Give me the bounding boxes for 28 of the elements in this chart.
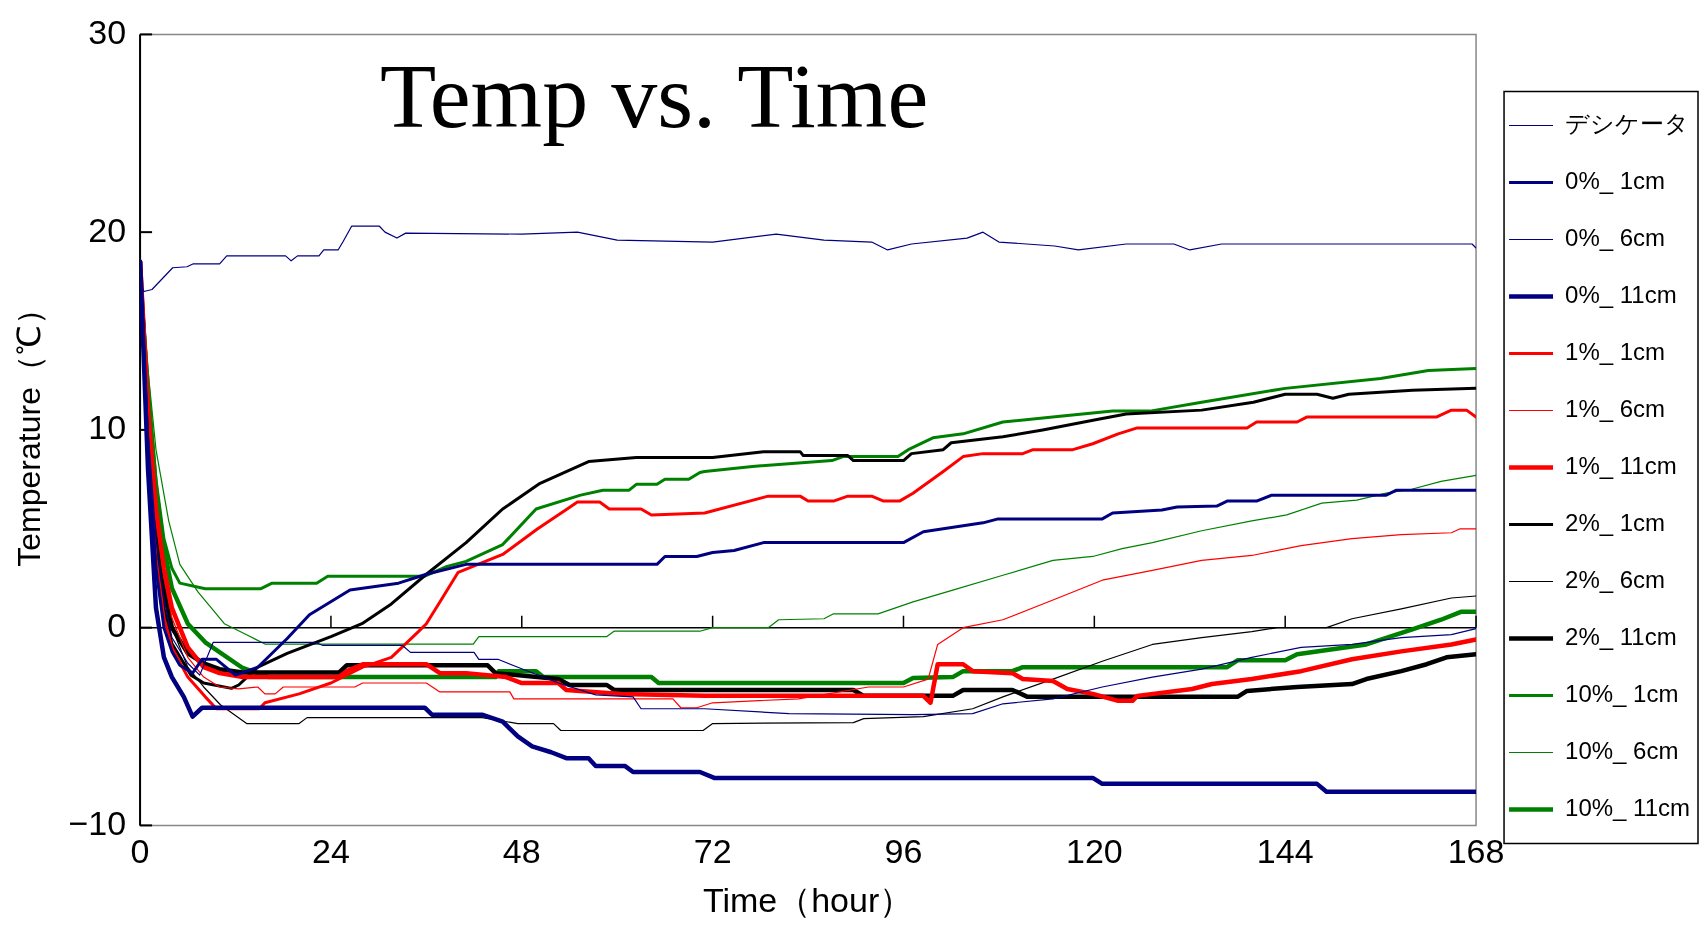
- y-tick-label: 20: [88, 210, 127, 249]
- x-tick-label: 72: [693, 832, 732, 871]
- legend-label: 10%_ 6cm: [1565, 737, 1679, 765]
- chart-title: Temp vs. Time: [380, 45, 929, 147]
- legend-label: 2%_ 1cm: [1565, 509, 1666, 537]
- y-tick-label: 30: [88, 12, 127, 51]
- legend-label: 2%_ 11cm: [1565, 623, 1677, 651]
- legend-label: 0%_ 1cm: [1565, 167, 1666, 195]
- y-tick-label: −10: [68, 803, 127, 842]
- legend-label: 0%_ 11cm: [1565, 281, 1677, 309]
- legend-label: 0%_ 6cm: [1565, 224, 1666, 252]
- x-axis-title: Time（hour）: [702, 880, 914, 919]
- x-tick-label: 96: [884, 832, 923, 871]
- legend-label: 1%_ 11cm: [1565, 452, 1677, 480]
- y-axis-title: Temperature（℃）: [11, 293, 48, 567]
- x-tick-label: 168: [1447, 832, 1505, 871]
- legend-label: 2%_ 6cm: [1565, 566, 1666, 594]
- y-tick-label: 10: [88, 408, 127, 447]
- legend-label: 10%_ 1cm: [1565, 680, 1679, 708]
- x-tick-label: 120: [1065, 832, 1123, 871]
- legend-label: 1%_ 1cm: [1565, 338, 1666, 366]
- x-tick-label: 24: [312, 832, 350, 871]
- legend-label: デシケータ: [1565, 110, 1690, 138]
- y-tick-label: 0: [107, 606, 127, 645]
- legend-label: 10%_ 11cm: [1565, 794, 1691, 822]
- legend-label: 1%_ 6cm: [1565, 395, 1666, 423]
- x-tick-label: 144: [1256, 832, 1314, 871]
- x-tick-label: 48: [502, 832, 541, 871]
